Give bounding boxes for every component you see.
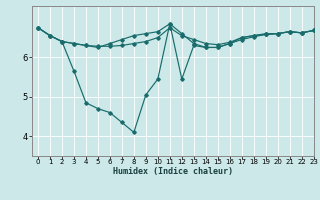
X-axis label: Humidex (Indice chaleur): Humidex (Indice chaleur) xyxy=(113,167,233,176)
